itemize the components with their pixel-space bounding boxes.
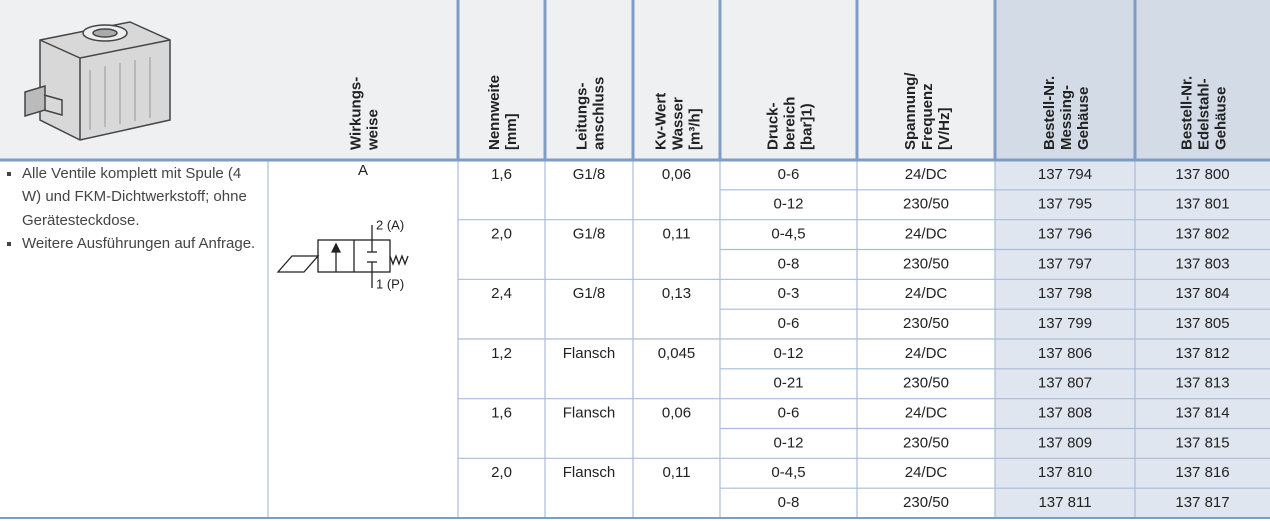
- column-header: [bar]1): [799, 103, 816, 150]
- cell: 24/DC: [905, 226, 948, 243]
- cell: 137 801: [1175, 196, 1229, 213]
- column-header: Nennweite: [486, 75, 503, 150]
- cell: 137 804: [1175, 285, 1229, 302]
- cell: 0-12: [773, 434, 803, 451]
- cell: G1/8: [573, 166, 606, 183]
- coil-image: [24, 21, 171, 141]
- cell: 137 807: [1038, 375, 1092, 392]
- cell: 0-8: [778, 255, 800, 272]
- cell: G1/8: [573, 226, 606, 243]
- cell: 137 794: [1038, 166, 1092, 183]
- cell: 230/50: [903, 315, 949, 332]
- column-header: bereich: [782, 97, 799, 150]
- cell: 2,0: [491, 464, 512, 481]
- cell: 137 800: [1175, 166, 1229, 183]
- cell: 0-6: [778, 315, 800, 332]
- column-header: Bestell-Nr.: [1041, 76, 1058, 150]
- cell: 0-12: [773, 345, 803, 362]
- cell: 137 806: [1038, 345, 1092, 362]
- cell: 0-3: [778, 285, 800, 302]
- cell: Flansch: [563, 464, 616, 481]
- column-header: weise: [365, 109, 382, 151]
- cell: 0-8: [778, 494, 800, 511]
- column-header: Druck-: [765, 102, 782, 150]
- cell: 24/DC: [905, 166, 948, 183]
- cell: 137 815: [1175, 434, 1229, 451]
- port-label: 1 (P): [376, 276, 404, 291]
- cell: 1,2: [491, 345, 512, 362]
- cell: 0-21: [773, 375, 803, 392]
- cell: 137 808: [1038, 405, 1092, 422]
- function-label: A: [358, 162, 368, 179]
- cell: 2,4: [491, 285, 512, 302]
- cell: 0,11: [662, 226, 690, 243]
- cell: 24/DC: [905, 345, 948, 362]
- column-header: [m³/h]: [687, 108, 704, 150]
- notes: Alle Ventile komplett mit Spule (4 W) un…: [4, 162, 262, 255]
- column-header: Wirkungs-: [348, 77, 365, 150]
- cell: 137 809: [1038, 434, 1092, 451]
- column-header: Leitungs-: [574, 83, 591, 151]
- cell: 0-6: [778, 405, 800, 422]
- note: Alle Ventile komplett mit Spule (4 W) un…: [22, 162, 262, 232]
- cell: 137 813: [1175, 375, 1229, 392]
- column-header: Kv-Wert: [653, 93, 670, 150]
- column-header: Bestell-Nr.: [1179, 76, 1196, 150]
- cell: 1,6: [491, 405, 512, 422]
- cell: 24/DC: [905, 464, 948, 481]
- cell: 0-12: [773, 196, 803, 213]
- cell: 230/50: [903, 196, 949, 213]
- order-header-bg: [995, 0, 1270, 160]
- column-header: Gehäuse: [1213, 87, 1230, 150]
- column-header: Messing-: [1058, 85, 1075, 150]
- port-label: 2 (A): [376, 217, 404, 232]
- cell: 0,06: [662, 405, 691, 422]
- cell: 137 805: [1175, 315, 1229, 332]
- cell: 0,11: [662, 464, 690, 481]
- column-header: Frequenz: [919, 83, 936, 150]
- cell: 0-4,5: [771, 226, 805, 243]
- column-header: Wasser: [670, 97, 687, 150]
- note: Weitere Ausführungen auf Anfrage.: [22, 232, 262, 255]
- column-header: Edelstahl-: [1196, 78, 1213, 150]
- cell: 137 799: [1038, 315, 1092, 332]
- cell: 0,06: [662, 166, 691, 183]
- cell: Flansch: [563, 345, 616, 362]
- cell: 0-6: [778, 166, 800, 183]
- cell: 137 812: [1175, 345, 1229, 362]
- cell: 137 796: [1038, 226, 1092, 243]
- cell: 137 816: [1175, 464, 1229, 481]
- cell: 137 810: [1038, 464, 1092, 481]
- cell: 230/50: [903, 494, 949, 511]
- cell: 230/50: [903, 434, 949, 451]
- cell: 0,045: [658, 345, 696, 362]
- cell: G1/8: [573, 285, 606, 302]
- cell: 0-4,5: [771, 464, 805, 481]
- column-header: anschluss: [591, 77, 608, 150]
- cell: 2,0: [491, 226, 512, 243]
- cell: 137 795: [1038, 196, 1092, 213]
- column-header: [mm]: [503, 113, 520, 150]
- cell: 0,13: [662, 285, 691, 302]
- column-header: Spannung/: [902, 72, 919, 150]
- cell: 230/50: [903, 255, 949, 272]
- cell: 24/DC: [905, 405, 948, 422]
- valve-symbol: [276, 225, 409, 288]
- column-header: Gehäuse: [1075, 87, 1092, 150]
- cell: 137 797: [1038, 255, 1092, 272]
- cell: 1,6: [491, 166, 512, 183]
- cell: 230/50: [903, 375, 949, 392]
- cell: 137 802: [1175, 226, 1229, 243]
- column-header: [V/Hz]: [936, 108, 953, 151]
- cell: Flansch: [563, 405, 616, 422]
- cell: 24/DC: [905, 285, 948, 302]
- cell: 137 803: [1175, 255, 1229, 272]
- cell: 137 814: [1175, 405, 1229, 422]
- cell: 137 811: [1038, 494, 1091, 511]
- cell: 137 798: [1038, 285, 1092, 302]
- cell: 137 817: [1175, 494, 1229, 511]
